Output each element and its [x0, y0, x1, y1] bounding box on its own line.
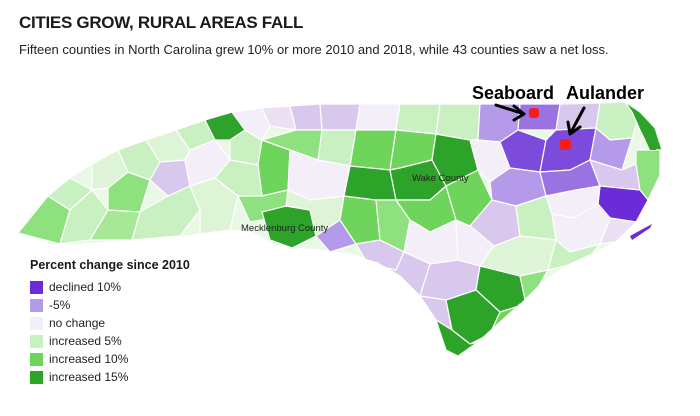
county-ne-8: [589, 126, 633, 171]
legend-swatch: [30, 316, 43, 330]
county-pied-6: [395, 103, 441, 135]
legend-label: no change: [49, 316, 106, 330]
seaboard-marker: [529, 108, 539, 118]
map-subtitle: Fifteen counties in North Carolina grew …: [19, 42, 609, 57]
legend-label: declined 10%: [49, 280, 122, 294]
label-mecklenburg-county: Mecklenburg County: [241, 223, 328, 234]
county-s-8: [434, 318, 479, 356]
legend-label: -5%: [49, 298, 71, 312]
legend-item-minus-5: -5%: [30, 296, 190, 314]
aulander-marker: [560, 139, 571, 150]
legend-label: increased 10%: [49, 352, 129, 366]
seaboard-arrow: [494, 103, 526, 116]
seaboard-arrowhead: [512, 104, 526, 122]
legend-title: Percent change since 2010: [30, 258, 190, 272]
legend-swatch: [30, 298, 43, 312]
legend: Percent change since 2010 declined 10% -…: [30, 258, 190, 386]
county-e-4: [599, 217, 638, 245]
legend-label: increased 15%: [49, 370, 129, 384]
legend-item-no-change: no change: [30, 314, 190, 332]
outer-banks-south: [630, 224, 652, 240]
county-s-4: [519, 269, 550, 306]
map-title: CITIES GROW, RURAL AREAS FALL: [19, 13, 304, 32]
county-pied-5: [355, 103, 401, 131]
label-wake-county: Wake County: [412, 173, 469, 184]
legend-swatch: [30, 370, 43, 384]
county-pied-4: [319, 103, 361, 131]
county-pied-22: [435, 103, 481, 141]
aulander-arrowhead: [566, 120, 582, 136]
county-pied-3: [289, 103, 323, 131]
legend-swatch: [30, 352, 43, 366]
county-pied-17: [343, 165, 397, 201]
legend-swatch: [30, 334, 43, 348]
legend-item-declined-10: declined 10%: [30, 278, 190, 296]
county-west-5: [107, 171, 151, 213]
outer-banks: [632, 108, 656, 150]
legend-label: increased 5%: [49, 334, 122, 348]
label-seaboard: Seaboard: [472, 83, 554, 103]
county-ne-2: [517, 103, 561, 131]
legend-item-increased-10: increased 10%: [30, 350, 190, 368]
aulander-arrow: [568, 106, 586, 136]
label-aulander: Aulander: [566, 83, 644, 103]
legend-swatch: [30, 280, 43, 294]
county-pied-11: [349, 129, 397, 171]
legend-item-increased-15: increased 15%: [30, 368, 190, 386]
legend-item-increased-5: increased 5%: [30, 332, 190, 350]
